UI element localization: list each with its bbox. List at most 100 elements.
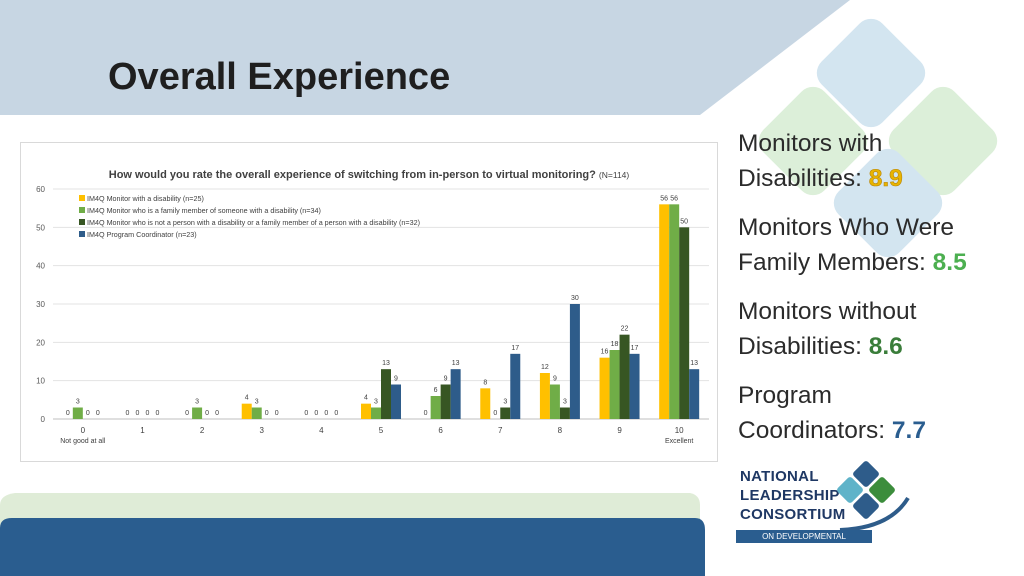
- data-label: 0: [334, 410, 338, 417]
- x-tick-sublabel: Not good at all: [60, 438, 106, 445]
- data-label: 8: [483, 379, 487, 386]
- stat-label: Coordinators:: [738, 417, 892, 444]
- bar: [629, 353, 640, 419]
- x-tick-label: 6: [438, 426, 443, 435]
- bar: [241, 403, 252, 419]
- stat-label: Program: [738, 382, 832, 409]
- data-label: 0: [66, 410, 70, 417]
- slide-title: Overall Experience: [108, 56, 451, 98]
- data-label: 6: [434, 387, 438, 394]
- data-label: 0: [86, 410, 90, 417]
- bar: [72, 407, 83, 419]
- stat-monitors-without-disabilities: Monitors without Disabilities: 8.6: [738, 294, 1018, 364]
- data-label: 0: [126, 410, 130, 417]
- bar: [480, 388, 491, 419]
- x-tick-label: 2: [200, 426, 205, 435]
- bar: [371, 407, 381, 419]
- logo-diamond-icon: [837, 461, 910, 532]
- data-label: 0: [146, 410, 150, 417]
- bar: [192, 407, 203, 419]
- stat-monitors-family-members: Monitors Who Were Family Members: 8.5: [738, 210, 1018, 280]
- stat-value: 8.5: [932, 249, 967, 276]
- bar: [391, 384, 401, 419]
- bar: [669, 204, 680, 419]
- data-label: 9: [444, 376, 448, 383]
- bar: [500, 407, 511, 419]
- data-label: 3: [255, 399, 259, 406]
- logo-line: NATIONAL: [740, 468, 819, 485]
- legend-label: IM4Q Monitor with a disability (n=25): [87, 194, 204, 203]
- bar: [539, 373, 550, 419]
- stat-label: Monitors Who Were: [738, 214, 955, 241]
- bar: [599, 357, 610, 419]
- stat-label: Family Members:: [738, 249, 933, 276]
- data-label: 13: [690, 360, 698, 367]
- nlc-logo: NATIONAL LEADERSHIP CONSORTIUM ON DEVELO…: [732, 458, 932, 554]
- data-label: 3: [76, 399, 80, 406]
- legend-swatch: [79, 231, 85, 237]
- bar: [689, 369, 700, 419]
- data-label: 0: [265, 410, 269, 417]
- bar: [679, 227, 690, 419]
- data-label: 13: [382, 360, 390, 367]
- data-label: 0: [304, 410, 308, 417]
- x-tick-label: 10: [675, 426, 684, 435]
- y-tick-label: 40: [36, 262, 45, 271]
- data-label: 16: [601, 349, 609, 356]
- legend-swatch: [79, 195, 85, 201]
- stat-value: 7.7: [891, 417, 926, 444]
- data-label: 0: [156, 410, 160, 417]
- y-tick-label: 20: [36, 338, 45, 347]
- data-label: 22: [621, 326, 629, 333]
- x-tick-label: 8: [558, 426, 563, 435]
- bar: [549, 384, 560, 419]
- logo-line: CONSORTIUM: [740, 506, 846, 523]
- data-label: 9: [553, 376, 557, 383]
- data-label: 18: [611, 341, 619, 348]
- stat-program-coordinators: Program Coordinators: 7.7: [738, 378, 1018, 448]
- bar: [430, 396, 441, 419]
- data-label: 3: [503, 399, 507, 406]
- y-tick-label: 60: [36, 185, 45, 194]
- data-label: 9: [394, 376, 398, 383]
- data-label: 17: [631, 345, 639, 352]
- legend-swatch: [79, 219, 85, 225]
- data-label: 3: [563, 399, 567, 406]
- stat-label: Monitors with: [738, 130, 883, 157]
- stat-label: Monitors without: [738, 298, 917, 325]
- bar: [361, 403, 371, 419]
- bar: [609, 350, 620, 419]
- top-band: [0, 0, 850, 115]
- data-label: 56: [660, 195, 668, 202]
- data-label: 0: [96, 410, 100, 417]
- bar: [381, 369, 391, 419]
- stat-label: Disabilities:: [738, 333, 869, 360]
- data-label: 0: [324, 410, 328, 417]
- data-label: 13: [452, 360, 460, 367]
- data-label: 0: [205, 410, 209, 417]
- x-tick-label: 1: [140, 426, 145, 435]
- data-label: 0: [275, 410, 279, 417]
- bar: [251, 407, 262, 419]
- data-label: 12: [541, 364, 549, 371]
- data-label: 0: [136, 410, 140, 417]
- bar: [440, 384, 451, 419]
- data-label: 0: [493, 410, 497, 417]
- stat-value: 8.6: [868, 333, 903, 360]
- x-tick-label: 3: [260, 426, 265, 435]
- bar: [510, 353, 521, 419]
- y-tick-label: 0: [41, 415, 46, 424]
- x-tick-label: 4: [319, 426, 324, 435]
- stats-panel: Monitors with Disabilities: 8.9 Monitors…: [738, 126, 1018, 462]
- data-label: 30: [571, 295, 579, 302]
- bar: [569, 304, 580, 419]
- legend-label: IM4Q Monitor who is not a person with a …: [87, 218, 420, 227]
- data-label: 56: [670, 195, 678, 202]
- stat-value: 8.9: [868, 165, 903, 193]
- chart-frame: How would you rate the overall experienc…: [20, 142, 718, 462]
- bottom-blue-band: [0, 518, 705, 576]
- bar: [450, 369, 461, 419]
- x-tick-label: 7: [498, 426, 503, 435]
- y-tick-label: 50: [36, 223, 45, 232]
- bar: [659, 204, 670, 419]
